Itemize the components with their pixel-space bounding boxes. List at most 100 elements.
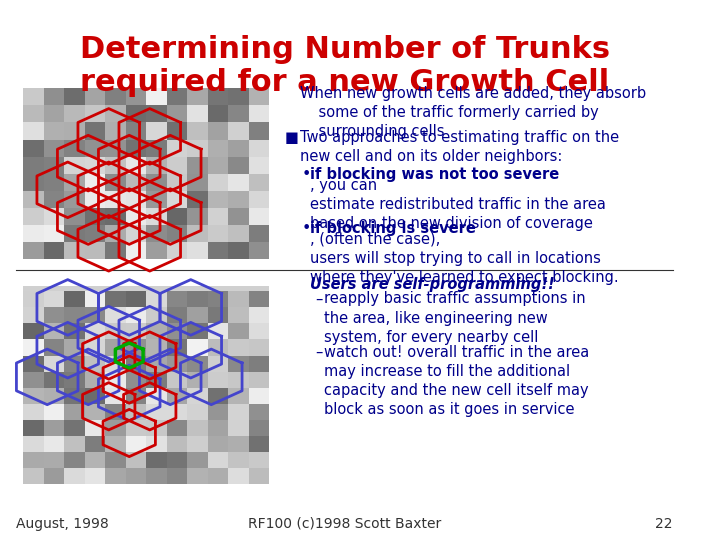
Bar bbox=[208, 292, 228, 307]
Bar bbox=[64, 208, 85, 225]
Bar bbox=[44, 340, 64, 355]
Bar bbox=[44, 292, 64, 307]
Bar bbox=[64, 123, 85, 140]
Bar bbox=[85, 340, 105, 355]
Bar bbox=[208, 242, 228, 259]
Bar bbox=[85, 420, 105, 436]
Bar bbox=[23, 292, 44, 307]
Text: –: – bbox=[315, 345, 323, 360]
Bar bbox=[187, 292, 208, 307]
Bar bbox=[208, 123, 228, 140]
Bar bbox=[23, 174, 44, 191]
Bar bbox=[85, 355, 105, 372]
Bar bbox=[228, 403, 249, 420]
Bar bbox=[85, 436, 105, 452]
Bar bbox=[105, 372, 126, 388]
Bar bbox=[208, 174, 228, 191]
Bar bbox=[146, 208, 167, 225]
Bar bbox=[105, 208, 126, 225]
Bar bbox=[85, 307, 105, 323]
Bar bbox=[64, 292, 85, 307]
Text: Determining Number of Trunks
required for a new Growth Cell: Determining Number of Trunks required fo… bbox=[79, 35, 610, 97]
Bar bbox=[167, 436, 187, 452]
Bar bbox=[23, 225, 44, 242]
Bar bbox=[228, 208, 249, 225]
Bar bbox=[23, 468, 44, 484]
Bar bbox=[126, 468, 146, 484]
Bar bbox=[126, 174, 146, 191]
Bar bbox=[105, 174, 126, 191]
Bar bbox=[64, 242, 85, 259]
Bar bbox=[208, 105, 228, 123]
Bar bbox=[126, 88, 146, 105]
Bar bbox=[187, 174, 208, 191]
Bar bbox=[187, 157, 208, 174]
Bar bbox=[167, 105, 187, 123]
Bar bbox=[187, 452, 208, 468]
Bar bbox=[85, 372, 105, 388]
Text: , you can
estimate redistributed traffic in the area
based on the new division o: , you can estimate redistributed traffic… bbox=[310, 178, 606, 232]
Bar bbox=[249, 225, 269, 242]
Bar bbox=[249, 292, 269, 307]
Text: if blocking is severe: if blocking is severe bbox=[310, 221, 476, 236]
Bar bbox=[187, 307, 208, 323]
Bar bbox=[105, 323, 126, 340]
Bar bbox=[64, 105, 85, 123]
Bar bbox=[146, 307, 167, 323]
Bar bbox=[146, 225, 167, 242]
Bar bbox=[187, 323, 208, 340]
Bar bbox=[85, 452, 105, 468]
Bar bbox=[23, 355, 44, 372]
Bar bbox=[126, 123, 146, 140]
Bar bbox=[208, 157, 228, 174]
Bar bbox=[228, 88, 249, 105]
Bar bbox=[85, 191, 105, 208]
Bar bbox=[146, 123, 167, 140]
Bar bbox=[228, 436, 249, 452]
Bar bbox=[167, 420, 187, 436]
Bar bbox=[146, 340, 167, 355]
Text: When new growth cells are added, they absorb
    some of the traffic formerly ca: When new growth cells are added, they ab… bbox=[300, 86, 647, 139]
Bar bbox=[187, 355, 208, 372]
Bar bbox=[105, 191, 126, 208]
Bar bbox=[85, 88, 105, 105]
Bar bbox=[167, 140, 187, 157]
Bar bbox=[126, 452, 146, 468]
Bar bbox=[105, 468, 126, 484]
Bar bbox=[64, 307, 85, 323]
Bar bbox=[249, 420, 269, 436]
Bar bbox=[167, 403, 187, 420]
Bar bbox=[249, 140, 269, 157]
Bar bbox=[126, 340, 146, 355]
Text: August, 1998: August, 1998 bbox=[17, 517, 109, 531]
Bar bbox=[44, 208, 64, 225]
Bar bbox=[208, 140, 228, 157]
Bar bbox=[23, 242, 44, 259]
Bar bbox=[44, 225, 64, 242]
Bar bbox=[44, 420, 64, 436]
Text: •: • bbox=[302, 167, 311, 183]
Bar bbox=[126, 208, 146, 225]
Bar bbox=[208, 403, 228, 420]
Bar bbox=[167, 292, 187, 307]
Bar bbox=[105, 307, 126, 323]
Bar bbox=[228, 174, 249, 191]
Bar bbox=[167, 323, 187, 340]
Bar bbox=[228, 157, 249, 174]
Bar bbox=[208, 452, 228, 468]
Bar bbox=[23, 340, 44, 355]
Bar bbox=[146, 157, 167, 174]
Bar bbox=[126, 292, 146, 307]
Text: 22: 22 bbox=[655, 517, 672, 531]
Bar bbox=[249, 355, 269, 372]
Bar bbox=[146, 105, 167, 123]
Bar bbox=[187, 403, 208, 420]
Bar bbox=[44, 468, 64, 484]
Bar bbox=[249, 191, 269, 208]
Text: watch out! overall traffic in the area
may increase to fill the additional
capac: watch out! overall traffic in the area m… bbox=[324, 345, 589, 417]
Bar bbox=[249, 388, 269, 403]
Bar bbox=[85, 292, 105, 307]
Bar bbox=[64, 340, 85, 355]
Bar bbox=[167, 372, 187, 388]
Bar bbox=[187, 420, 208, 436]
